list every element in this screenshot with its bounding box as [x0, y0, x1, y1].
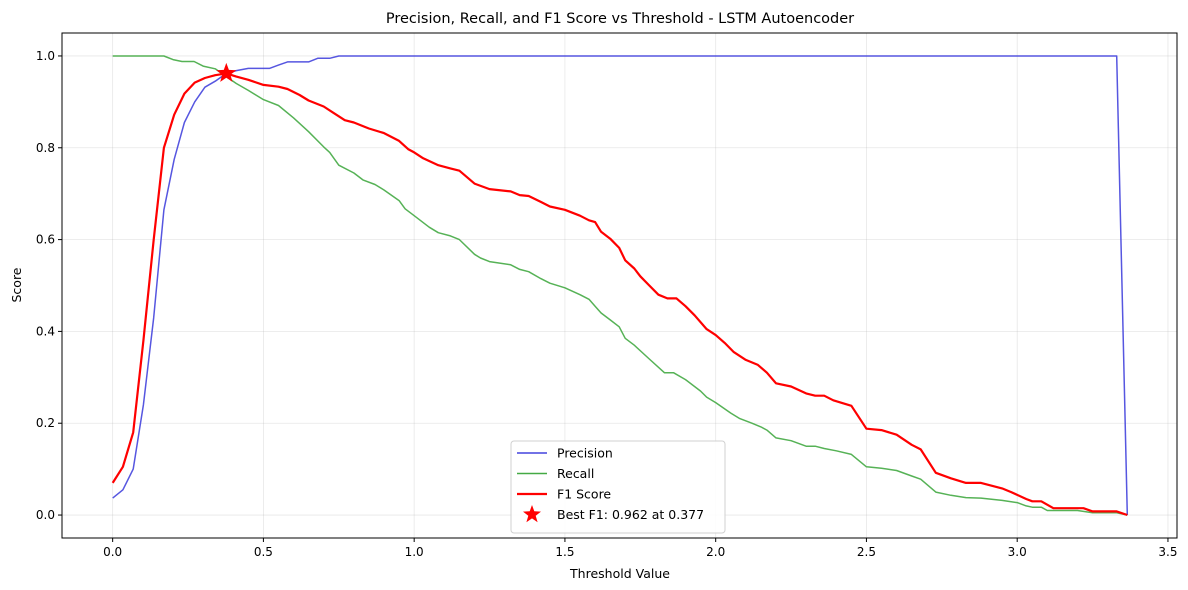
x-tick-label: 0.5	[254, 545, 273, 559]
x-axis-ticks: 0.0 0.5 1.0 1.5 2.0 2.5 3.0 3.5	[103, 538, 1178, 559]
best-f1-star-marker	[216, 62, 237, 82]
legend-label: Best F1: 0.962 at 0.377	[557, 507, 704, 522]
y-axis-ticks: 0.0 0.2 0.4 0.6 0.8 1.0	[36, 49, 62, 522]
y-tick-label: 0.4	[36, 324, 55, 338]
series-line-recall	[112, 55, 1128, 516]
y-axis-label: Score	[9, 267, 24, 302]
legend-star-icon	[523, 505, 541, 523]
marker-layer	[216, 62, 237, 82]
x-tick-label: 1.5	[555, 545, 574, 559]
legend-box	[510, 440, 726, 534]
x-tick-label: 3.5	[1158, 545, 1177, 559]
series-line-f1-score	[111, 72, 1128, 517]
plot-frame	[61, 32, 1178, 539]
legend-label: Recall	[557, 466, 594, 481]
chart-title: Precision, Recall, and F1 Score vs Thres…	[386, 11, 854, 27]
x-tick-label: 2.5	[857, 545, 876, 559]
x-tick-label: 1.0	[405, 545, 424, 559]
legend-label: Precision	[557, 446, 613, 461]
x-tick-label: 0.0	[103, 545, 122, 559]
legend: Precision Recall F1 Score Best F1: 0.962 at…	[510, 440, 726, 534]
x-tick-label: 2.0	[706, 545, 725, 559]
y-tick-label: 0.8	[36, 141, 55, 155]
y-tick-label: 0.2	[36, 416, 55, 430]
y-tick-label: 0.0	[36, 508, 55, 522]
x-axis-label: Threshold Value	[569, 566, 670, 581]
y-tick-label: 1.0	[36, 49, 55, 63]
legend-label: F1 Score	[557, 487, 611, 502]
x-tick-label: 3.0	[1008, 545, 1027, 559]
y-tick-label: 0.6	[36, 233, 55, 247]
